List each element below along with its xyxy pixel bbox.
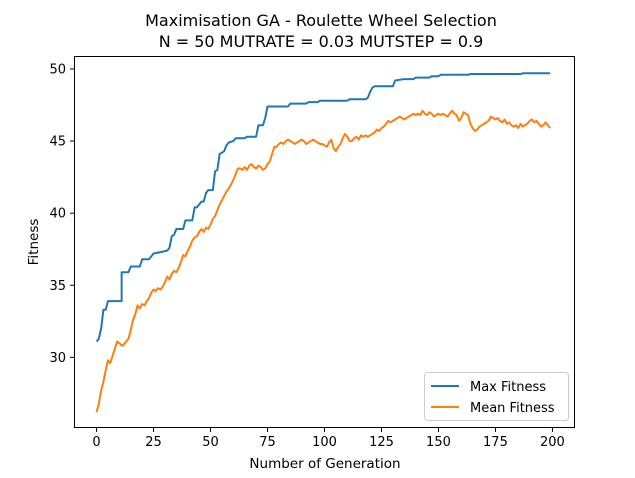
x-tick-label: 150 <box>426 435 451 450</box>
x-tick-label: 0 <box>92 435 100 450</box>
x-axis-label: Number of Generation <box>249 456 400 472</box>
x-tick-label: 25 <box>145 435 162 450</box>
x-tick-label: 75 <box>259 435 276 450</box>
y-tick-label: 40 <box>49 207 66 222</box>
plot-frame <box>74 56 575 428</box>
x-tick-label: 125 <box>369 435 394 450</box>
chart-title-line-1: Maximisation GA - Roulette Wheel Selecti… <box>145 11 497 30</box>
legend-box <box>424 372 569 421</box>
y-tick-label: 35 <box>49 279 66 294</box>
legend-label-max-fitness: Max Fitness <box>470 380 546 395</box>
y-tick-label: 30 <box>49 351 66 366</box>
x-tick-label: 100 <box>312 435 337 450</box>
x-tick-label: 175 <box>483 435 508 450</box>
series-line-mean-fitness <box>95 109 551 413</box>
series-line-max-fitness <box>95 72 551 343</box>
y-tick-label: 45 <box>49 135 66 150</box>
chart-title-line-2: N = 50 MUTRATE = 0.03 MUTSTEP = 0.9 <box>159 32 484 51</box>
y-tick-label: 50 <box>49 62 66 77</box>
plot-area <box>95 72 551 413</box>
x-axis-ticks: 0 25 50 75 100 125 150 175 200 <box>92 428 565 450</box>
legend: Max Fitness Mean Fitness <box>424 372 569 421</box>
series-layer <box>95 72 551 413</box>
x-tick-label: 200 <box>540 435 565 450</box>
y-axis-label: Fitness <box>26 219 42 266</box>
x-tick-label: 50 <box>202 435 219 450</box>
y-axis-ticks: 30 35 40 45 50 <box>49 62 74 366</box>
legend-label-mean-fitness: Mean Fitness <box>470 401 555 416</box>
